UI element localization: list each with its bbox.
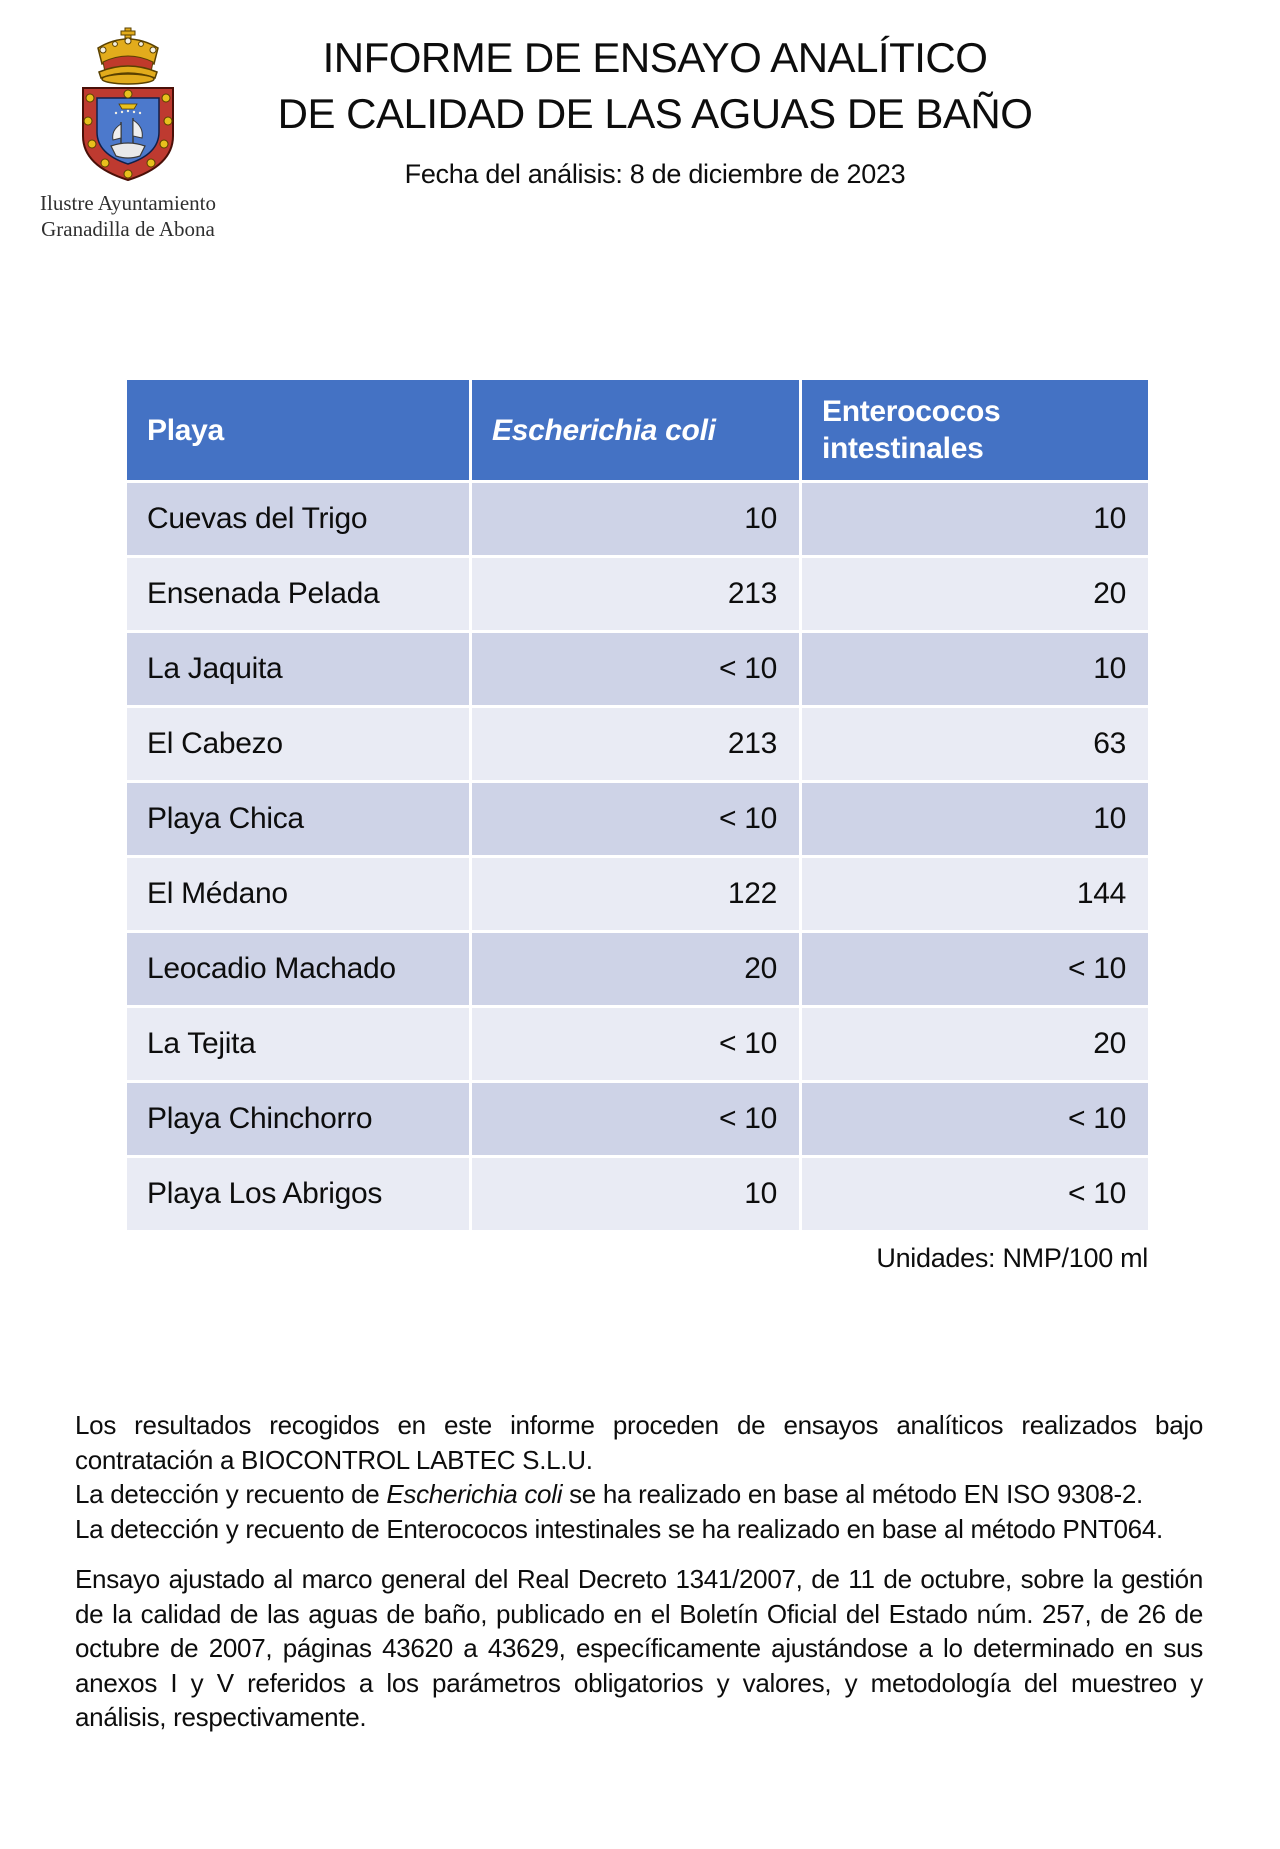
enterococos-value-cell: 10	[802, 633, 1148, 705]
ecoli-value-cell: < 10	[472, 1008, 799, 1080]
enterococos-value-cell: 144	[802, 858, 1148, 930]
footnote-ecoli-method-suffix: se ha realizado en base al método EN ISO…	[562, 1479, 1143, 1509]
beach-name-cell: Ensenada Pelada	[127, 558, 469, 630]
results-table: Playa Escherichia coli Enterococos intes…	[127, 380, 1148, 1230]
footnote-ecoli-method: La detección y recuento de Escherichia c…	[75, 1477, 1203, 1512]
organization-name-line2: Granadilla de Abona	[41, 217, 215, 241]
enterococos-value-cell: 10	[802, 483, 1148, 555]
shield-icon	[82, 87, 174, 182]
column-header-enterococos: Enterococos intestinales	[802, 380, 1148, 480]
page-title-line2: DE CALIDAD DE LAS AGUAS DE BAÑO	[277, 90, 1033, 137]
enterococos-value-cell: < 10	[802, 933, 1148, 1005]
ecoli-value-cell: 213	[472, 708, 799, 780]
ecoli-value-cell: 213	[472, 558, 799, 630]
ecoli-value-cell: < 10	[472, 1083, 799, 1155]
enterococos-value-cell: 20	[802, 558, 1148, 630]
beach-name-cell: La Jaquita	[127, 633, 469, 705]
beach-name-cell: Playa Los Abrigos	[127, 1158, 469, 1230]
footnote-lab-contract: Los resultados recogidos en este informe…	[75, 1410, 1203, 1475]
column-header-playa: Playa	[127, 380, 469, 480]
coat-of-arms-icon	[82, 27, 174, 182]
ecoli-value-cell: < 10	[472, 783, 799, 855]
ecoli-value-cell: 122	[472, 858, 799, 930]
report-header: INFORME DE ENSAYO ANALÍTICO DE CALIDAD D…	[210, 30, 1100, 190]
crown-icon	[97, 27, 159, 85]
enterococos-value-cell: 10	[802, 783, 1148, 855]
enterococos-value-cell: < 10	[802, 1158, 1148, 1230]
analysis-date: Fecha del análisis: 8 de diciembre de 20…	[404, 159, 906, 189]
footnote-ecoli-method-prefix: La detección y recuento de	[75, 1479, 387, 1509]
beach-name-cell: El Médano	[127, 858, 469, 930]
enterococos-value-cell: 63	[802, 708, 1148, 780]
column-header-ecoli: Escherichia coli	[472, 380, 799, 480]
footnote-royal-decree: Ensayo ajustado al marco general del Rea…	[75, 1564, 1203, 1732]
units-note: Unidades: NMP/100 ml	[876, 1243, 1148, 1273]
beach-name-cell: Playa Chinchorro	[127, 1083, 469, 1155]
beach-name-cell: La Tejita	[127, 1008, 469, 1080]
beach-name-cell: Cuevas del Trigo	[127, 483, 469, 555]
beach-name-cell: El Cabezo	[127, 708, 469, 780]
footnote-ecoli-method-species: Escherichia coli	[386, 1479, 563, 1509]
enterococos-value-cell: 20	[802, 1008, 1148, 1080]
page-title-line1: INFORME DE ENSAYO ANALÍTICO	[322, 34, 988, 81]
ecoli-value-cell: 20	[472, 933, 799, 1005]
enterococos-value-cell: < 10	[802, 1083, 1148, 1155]
ecoli-value-cell: < 10	[472, 633, 799, 705]
organization-name-line1: Ilustre Ayuntamiento	[40, 191, 216, 215]
municipal-crest: Ilustre Ayuntamiento Granadilla de Abona	[28, 26, 228, 242]
ecoli-value-cell: 10	[472, 1158, 799, 1230]
footnote-enterococos-method: La detección y recuento de Enterococos i…	[75, 1513, 1163, 1544]
ecoli-value-cell: 10	[472, 483, 799, 555]
beach-name-cell: Playa Chica	[127, 783, 469, 855]
footnotes: Los resultados recogidos en este informe…	[75, 1408, 1203, 1735]
beach-name-cell: Leocadio Machado	[127, 933, 469, 1005]
ship-icon	[110, 103, 146, 159]
